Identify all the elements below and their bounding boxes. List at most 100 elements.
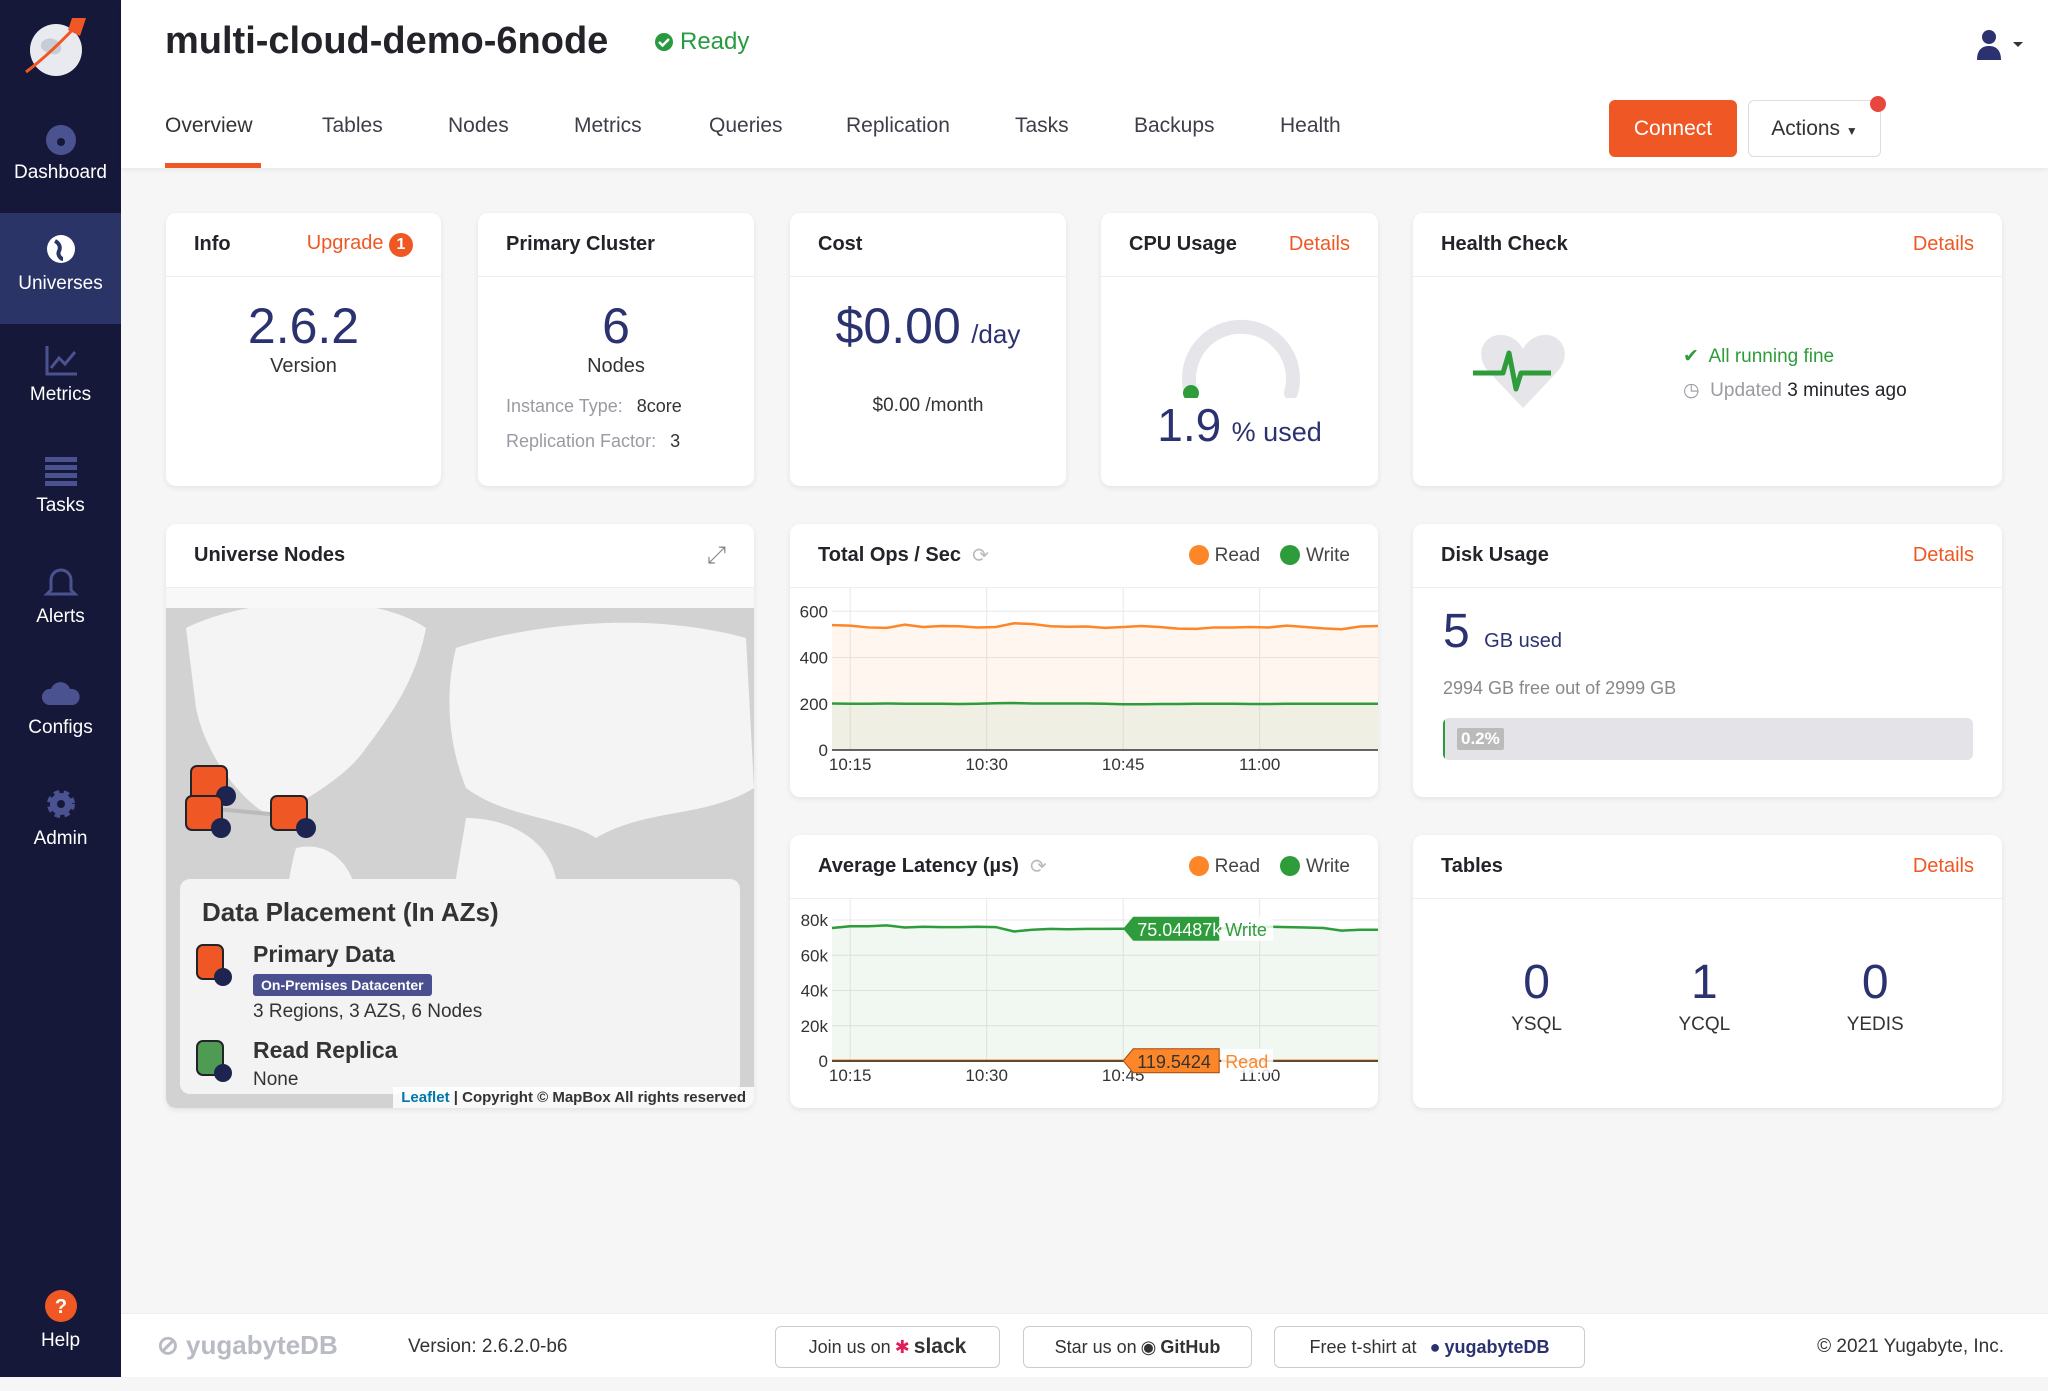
replication-factor-value: 3 [670,431,680,451]
tshirt-button[interactable]: Free t-shirt at ●yugabyteDB [1274,1326,1585,1368]
sidebar-item-help[interactable]: ? Help [0,1280,121,1391]
y-tick-label: 200 [800,695,828,714]
yugabyte-logo-icon: ⊘ [157,1330,179,1360]
table-count-ycql[interactable]: 1YCQL [1678,955,1730,1036]
table-count: 0 [1847,955,1904,1010]
primary-summary: 3 Regions, 3 AZS, 6 Nodes [253,1001,482,1023]
disk-details-link[interactable]: Details [1913,544,1974,567]
table-count-ysql[interactable]: 0YSQL [1511,955,1562,1036]
slack-button[interactable]: Join us on✱slack [775,1326,1000,1368]
tab-backups[interactable]: Backups [1134,114,1215,138]
x-tick-label: 11:00 [1239,755,1280,774]
tab-queries[interactable]: Queries [709,114,783,138]
sidebar-item-dashboard[interactable]: Dashboard [0,102,121,213]
bell-icon [41,564,81,600]
sidebar-item-label: Alerts [0,606,121,628]
latency-chart[interactable]: 020k40k60k80k10:1510:3010:4511:0075.0448… [790,899,1378,1108]
cost-day-unit: /day [971,319,1020,349]
card-title: Universe Nodes [194,544,345,567]
expand-icon[interactable]: ⤢ [707,542,726,570]
heartbeat-icon [1473,333,1573,413]
primary-db-icon [195,943,235,987]
tab-metrics[interactable]: Metrics [574,114,642,138]
copyright: © 2021 Yugabyte, Inc. [1817,1336,2004,1358]
github-button[interactable]: Star us on◉GitHub [1023,1326,1252,1368]
instance-type-label: Instance Type: [506,396,623,416]
table-type-label: YEDIS [1847,1014,1904,1036]
chart-icon [41,342,81,378]
primary-data-label: Primary Data [253,941,395,968]
tab-health[interactable]: Health [1280,114,1341,138]
legend-write: Write [1280,856,1350,878]
check-icon: ✔ [1683,346,1699,367]
list-icon [41,453,81,489]
y-tick-label: 40k [801,982,829,1001]
updated-label: Updated [1710,380,1782,401]
provider-badge: On-Premises Datacenter [253,974,432,996]
globe-icon [41,231,81,267]
x-tick-label: 10:30 [965,755,1008,774]
leaflet-link[interactable]: Leaflet [401,1089,449,1106]
tab-nodes[interactable]: Nodes [448,114,509,138]
y-tick-label: 80k [801,911,829,930]
table-count-yedis[interactable]: 0 YEDIS [1847,955,1904,1036]
sidebar-item-label: Configs [0,717,121,739]
card-title: Cost [818,233,862,256]
cost-month: $0.00 /month [790,395,1066,417]
caret-down-icon: ▼ [1846,124,1858,138]
yugabyte-logo-icon[interactable] [20,14,96,78]
tab-tables[interactable]: Tables [322,114,383,138]
sidebar-item-alerts[interactable]: Alerts [0,546,121,657]
cpu-unit: % used [1232,417,1322,447]
cpu-usage-card: CPU UsageDetails 1.9 % used [1101,213,1378,486]
health-details-link[interactable]: Details [1913,233,1974,256]
disk-used-value: 5 [1443,605,1470,658]
sidebar-item-metrics[interactable]: Metrics [0,324,121,435]
map-attribution: Leaflet | Copyright © MapBox All rights … [393,1087,754,1108]
read-replica-db-icon [195,1039,235,1083]
universe-nodes-card: Universe Nodes ⤢ Data Placement (In AZs) … [166,524,754,1108]
sidebar-item-label: Universes [0,273,121,295]
sidebar-item-configs[interactable]: Configs [0,657,121,768]
y-tick-label: 0 [819,1052,828,1071]
refresh-icon[interactable]: ⟳ [1030,854,1047,879]
sidebar-item-label: Help [0,1330,121,1352]
tab-tasks[interactable]: Tasks [1015,114,1069,138]
sidebar-item-tasks[interactable]: Tasks [0,435,121,546]
y-tick-label: 600 [800,602,828,621]
refresh-icon[interactable]: ⟳ [972,543,989,568]
x-tick-label: 10:15 [829,1066,872,1085]
x-tick-label: 10:45 [1102,755,1145,774]
sidebar-item-admin[interactable]: Admin [0,768,121,879]
ops-chart[interactable]: 020040060010:1510:3010:4511:00 [790,588,1378,797]
tooltip-value: 119.5424 [1137,1052,1211,1072]
active-tab-indicator [165,163,261,168]
nodes-value: 6 [478,297,754,355]
card-title: Tables [1441,855,1503,878]
card-title: Primary Cluster [506,233,655,256]
cpu-value: 1.9 [1157,399,1221,451]
user-menu-icon[interactable] [1973,28,2023,62]
tab-overview[interactable]: Overview [165,114,253,138]
area-write [832,925,1378,1061]
cost-day-value: $0.00 [836,298,961,354]
sidebar-item-universes[interactable]: Universes [0,213,121,324]
total-ops-card: Total Ops / Sec ⟳ ReadWrite 020040060010… [790,524,1378,797]
svg-text:?: ? [54,1296,66,1318]
health-status: All running fine [1708,346,1834,367]
tables-details-link[interactable]: Details [1913,855,1974,878]
sidebar-item-label: Metrics [0,384,121,406]
tooltip-series: Read [1225,1052,1268,1072]
tab-replication[interactable]: Replication [846,114,950,138]
dashboard-icon [41,120,81,156]
data-placement-panel: Data Placement (In AZs) Primary Data On-… [180,879,740,1094]
cpu-details-link[interactable]: Details [1289,233,1350,256]
connect-button[interactable]: Connect [1609,100,1737,157]
help-icon: ? [41,1288,81,1324]
health-check-card: Health CheckDetails ✔ All running fine ◷… [1413,213,2002,486]
table-type-label: YSQL [1511,1014,1562,1036]
upgrade-link[interactable]: Upgrade 1 [307,232,413,257]
attribution-text: | Copyright © MapBox All rights reserved [454,1089,746,1106]
slack-icon: ✱ [895,1337,910,1358]
actions-dropdown[interactable]: Actions ▼ [1748,100,1881,157]
